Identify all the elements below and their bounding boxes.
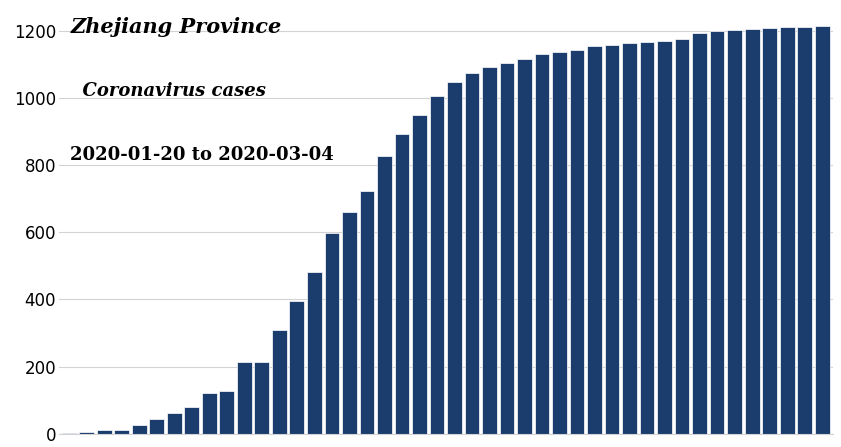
Bar (150, 419, 164, 434)
Bar (552, 52, 567, 434)
Bar (255, 362, 269, 434)
Bar (237, 362, 251, 434)
Bar (622, 43, 637, 434)
Bar (184, 407, 199, 434)
Bar (430, 96, 444, 434)
Text: Zhejiang Province: Zhejiang Province (71, 17, 282, 38)
Bar (202, 393, 217, 434)
Bar (517, 59, 532, 434)
Text: Coronavirus cases: Coronavirus cases (71, 82, 267, 100)
Bar (535, 55, 549, 434)
Bar (220, 391, 235, 434)
Bar (132, 425, 147, 434)
Bar (342, 212, 357, 434)
Bar (394, 134, 410, 434)
Bar (97, 430, 112, 434)
Bar (377, 156, 392, 434)
Bar (797, 27, 812, 434)
Bar (727, 30, 742, 434)
Bar (79, 432, 94, 434)
Bar (762, 28, 777, 434)
Bar (780, 27, 795, 434)
Bar (325, 233, 340, 434)
Bar (587, 46, 602, 434)
Bar (692, 33, 707, 434)
Bar (500, 63, 515, 434)
Text: 2020-01-20 to 2020-03-04: 2020-01-20 to 2020-03-04 (71, 146, 334, 164)
Bar (815, 26, 829, 434)
Bar (482, 67, 497, 434)
Bar (447, 82, 462, 434)
Bar (605, 45, 620, 434)
Bar (307, 272, 322, 434)
Bar (657, 41, 672, 434)
Bar (114, 430, 130, 434)
Bar (674, 39, 690, 434)
Bar (640, 42, 654, 434)
Bar (359, 191, 374, 434)
Bar (412, 115, 427, 434)
Bar (272, 330, 287, 434)
Bar (710, 31, 724, 434)
Bar (167, 413, 182, 434)
Bar (289, 301, 304, 434)
Bar (744, 29, 759, 434)
Bar (569, 50, 584, 434)
Bar (464, 73, 479, 434)
